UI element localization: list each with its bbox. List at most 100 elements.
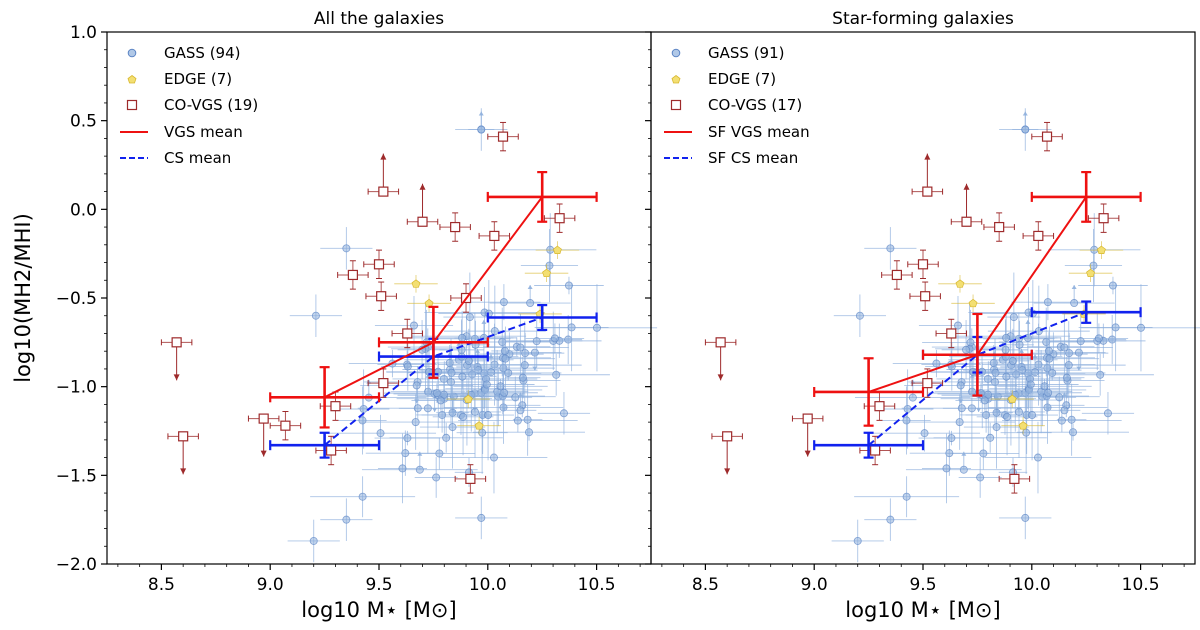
edge-point bbox=[1079, 241, 1124, 259]
gass-point bbox=[428, 364, 497, 389]
legend-gass-marker bbox=[127, 48, 137, 58]
edge-point bbox=[951, 294, 995, 313]
gass-point bbox=[440, 421, 548, 494]
panel-title: All the galaxies bbox=[314, 9, 444, 29]
covgs-point bbox=[935, 318, 968, 349]
gass-point bbox=[854, 476, 960, 518]
gass-point bbox=[525, 323, 585, 354]
gass-point bbox=[506, 315, 568, 368]
cs-mean-line bbox=[867, 311, 1087, 446]
covgs-point bbox=[367, 368, 400, 398]
legend-covgs-marker bbox=[670, 99, 682, 111]
cs-mean-errorbar bbox=[269, 431, 381, 459]
gass-point bbox=[882, 386, 931, 455]
gass-point bbox=[443, 285, 546, 377]
panel-star-forming-galaxies: Star-forming galaxies 8.5 9.0 9.5 10.0 10.5 … bbox=[645, 9, 1200, 622]
legend-covgs: CO-VGS (19) bbox=[164, 96, 258, 114]
vgs-mean-errorbar bbox=[486, 170, 598, 223]
covgs-point bbox=[1022, 221, 1055, 251]
gass-point bbox=[1081, 391, 1135, 435]
legend-vgs-mean: SF VGS mean bbox=[708, 123, 810, 141]
gass-point bbox=[287, 519, 340, 563]
edge-point bbox=[1001, 416, 1045, 435]
legend-edge-marker bbox=[671, 75, 681, 84]
cs-mean-line bbox=[323, 316, 543, 446]
gass-point bbox=[1000, 391, 1052, 474]
x-tick-label: 8.5 bbox=[148, 575, 175, 595]
legend: GASS (94) EDGE (7) CO-VGS (19) VGS mean … bbox=[120, 44, 258, 167]
vgs-mean-errorbar bbox=[377, 305, 489, 379]
covgs-point bbox=[791, 413, 824, 457]
x-tick-label: 10.0 bbox=[469, 575, 507, 595]
gass-point bbox=[462, 369, 514, 461]
gass-point bbox=[1098, 314, 1127, 365]
legend-edge: EDGE (7) bbox=[164, 70, 232, 88]
gass-point bbox=[1046, 353, 1154, 396]
covgs-point bbox=[487, 121, 519, 152]
edge-point bbox=[990, 390, 1034, 408]
gass-point bbox=[536, 284, 658, 372]
legend-edge: EDGE (7) bbox=[708, 70, 776, 88]
cs-mean-errorbar bbox=[1030, 300, 1142, 324]
covgs-point bbox=[998, 464, 1031, 494]
cs-mean-errorbar bbox=[486, 303, 598, 332]
gass-point bbox=[1069, 323, 1129, 354]
gass-point bbox=[377, 433, 428, 504]
edge-point bbox=[938, 274, 982, 293]
legend-vgs-mean: VGS mean bbox=[164, 123, 243, 141]
covgs-point bbox=[911, 153, 944, 197]
y-tick-label: 0.0 bbox=[70, 200, 97, 220]
gass-point bbox=[476, 354, 506, 377]
covgs-point bbox=[406, 183, 439, 227]
gass-point bbox=[941, 320, 991, 380]
gass-point bbox=[361, 451, 478, 474]
gass-point bbox=[325, 414, 437, 452]
vgs-mean-errorbar bbox=[813, 357, 925, 427]
covgs-point bbox=[1087, 203, 1120, 233]
gass-point bbox=[955, 390, 1015, 411]
covgs-point bbox=[859, 435, 891, 466]
legend-covgs: CO-VGS (17) bbox=[708, 96, 802, 114]
edge-point bbox=[535, 241, 580, 259]
plot-frame bbox=[650, 31, 1196, 565]
gass-point bbox=[999, 496, 1052, 540]
gass-point bbox=[534, 276, 604, 295]
x-axis-label: log10 M⋆ [M⊙] bbox=[845, 598, 1000, 622]
legend-cs-mean: CS mean bbox=[164, 149, 231, 167]
vgs-mean-errorbar bbox=[921, 312, 1033, 397]
y-tick-label: −1.0 bbox=[56, 378, 97, 398]
x-tick-label: 8.5 bbox=[692, 575, 719, 595]
gass-point bbox=[864, 498, 917, 541]
ticks: 8.5 9.0 9.5 10.0 10.5 1.0 0.5 0.0 −0.5 −1.0 −1.5 −2… bbox=[56, 23, 641, 595]
gass-point bbox=[864, 227, 917, 270]
legend-gass: GASS (91) bbox=[708, 44, 785, 62]
gass-point bbox=[918, 295, 998, 356]
gass-point bbox=[869, 414, 981, 452]
gass-point bbox=[831, 519, 884, 563]
edge-point bbox=[457, 416, 501, 435]
covgs-point bbox=[363, 249, 395, 279]
x-tick-label: 10.5 bbox=[578, 575, 616, 595]
gass-point bbox=[520, 229, 579, 303]
gass-point bbox=[1012, 111, 1039, 134]
y-tick-label: 0.5 bbox=[70, 112, 97, 132]
covgs-point bbox=[454, 464, 487, 494]
x-tick-label: 9.0 bbox=[257, 575, 284, 595]
gass-point bbox=[1035, 332, 1063, 370]
gass-point bbox=[905, 451, 1022, 474]
gass-point bbox=[984, 421, 1092, 494]
covgs-point bbox=[983, 212, 1015, 242]
gass-point bbox=[972, 364, 1041, 389]
covgs-point bbox=[160, 337, 193, 381]
y-axis-label: log10(MH2/MHI) bbox=[11, 213, 35, 383]
covgs-point bbox=[950, 183, 983, 227]
gass-point bbox=[414, 457, 458, 498]
vgs-mean-errorbar bbox=[269, 366, 381, 429]
gass-point bbox=[1080, 284, 1200, 372]
mean-lines bbox=[813, 170, 1142, 459]
gass-point bbox=[958, 457, 1002, 498]
gass-point bbox=[1078, 276, 1148, 295]
gass-point bbox=[881, 369, 934, 449]
legend-covgs-marker bbox=[126, 99, 138, 111]
gass-point bbox=[1015, 313, 1113, 382]
